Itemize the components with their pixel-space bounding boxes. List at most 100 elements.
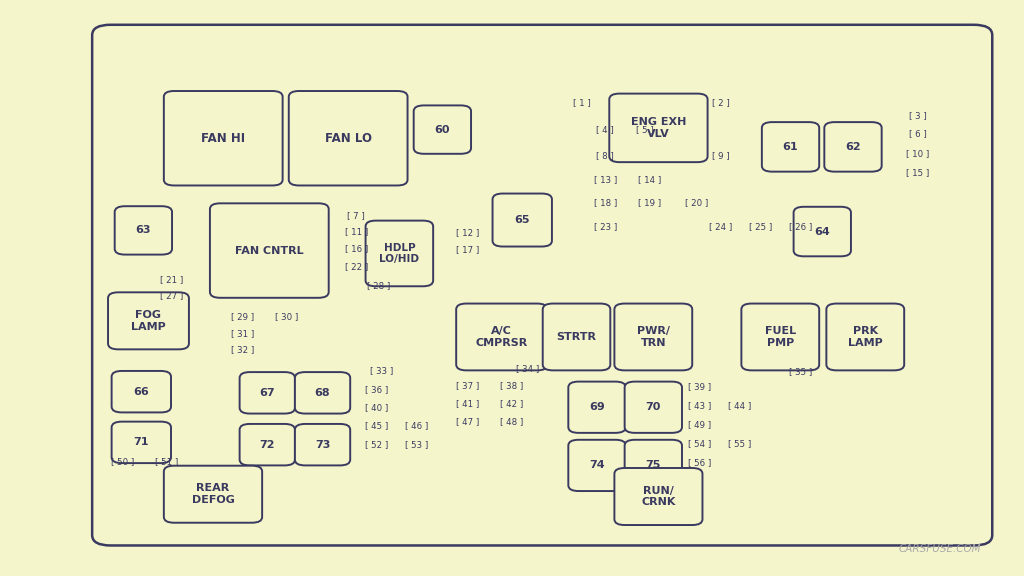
Text: 66: 66 — [133, 386, 150, 397]
Text: [ 39 ]: [ 39 ] — [688, 382, 711, 392]
Text: 63: 63 — [135, 225, 152, 236]
Text: [ 36 ]: [ 36 ] — [366, 385, 388, 395]
Text: 69: 69 — [589, 402, 605, 412]
Text: [ 7 ]: [ 7 ] — [347, 211, 366, 221]
Text: 71: 71 — [133, 437, 150, 448]
Text: 61: 61 — [782, 142, 799, 152]
Text: [ 17 ]: [ 17 ] — [457, 245, 479, 255]
Text: [ 19 ]: [ 19 ] — [638, 198, 660, 207]
FancyBboxPatch shape — [457, 304, 547, 370]
Text: 60: 60 — [434, 124, 451, 135]
Text: [ 28 ]: [ 28 ] — [368, 281, 390, 290]
FancyBboxPatch shape — [625, 382, 682, 433]
Text: 70: 70 — [645, 402, 662, 412]
Text: [ 3 ]: [ 3 ] — [908, 111, 927, 120]
Text: [ 14 ]: [ 14 ] — [638, 175, 660, 184]
FancyBboxPatch shape — [366, 221, 433, 286]
Text: [ 49 ]: [ 49 ] — [688, 420, 711, 430]
Text: [ 15 ]: [ 15 ] — [906, 168, 929, 177]
FancyBboxPatch shape — [164, 465, 262, 523]
FancyBboxPatch shape — [625, 440, 682, 491]
Text: [ 47 ]: [ 47 ] — [457, 417, 479, 426]
FancyBboxPatch shape — [414, 105, 471, 154]
Text: [ 21 ]: [ 21 ] — [161, 275, 183, 284]
Text: 73: 73 — [314, 439, 331, 450]
Text: FUEL
PMP: FUEL PMP — [765, 326, 796, 348]
Text: [ 13 ]: [ 13 ] — [594, 175, 616, 184]
FancyBboxPatch shape — [493, 194, 552, 247]
Text: FOG
LAMP: FOG LAMP — [131, 310, 166, 332]
FancyBboxPatch shape — [240, 424, 295, 465]
Text: [ 50 ]: [ 50 ] — [112, 457, 134, 467]
Text: [ 4 ]: [ 4 ] — [596, 125, 614, 134]
Text: [ 37 ]: [ 37 ] — [457, 381, 479, 391]
Text: [ 24 ]: [ 24 ] — [710, 222, 732, 231]
FancyBboxPatch shape — [289, 91, 408, 185]
FancyBboxPatch shape — [164, 91, 283, 185]
Text: [ 12 ]: [ 12 ] — [457, 228, 479, 237]
Text: 72: 72 — [259, 439, 275, 450]
Text: REAR
DEFOG: REAR DEFOG — [191, 483, 234, 505]
Text: 62: 62 — [845, 142, 861, 152]
Text: [ 9 ]: [ 9 ] — [712, 151, 730, 160]
Text: FAN LO: FAN LO — [325, 132, 372, 145]
Text: [ 48 ]: [ 48 ] — [501, 417, 523, 426]
FancyBboxPatch shape — [824, 122, 882, 172]
FancyBboxPatch shape — [295, 424, 350, 465]
Text: 68: 68 — [314, 388, 331, 398]
Text: [ 25 ]: [ 25 ] — [750, 222, 772, 231]
Text: [ 1 ]: [ 1 ] — [572, 98, 591, 107]
Text: [ 44 ]: [ 44 ] — [728, 401, 751, 411]
Text: [ 2 ]: [ 2 ] — [712, 98, 730, 107]
Text: [ 45 ]: [ 45 ] — [366, 421, 388, 430]
Text: [ 51 ]: [ 51 ] — [156, 457, 178, 467]
Text: PWR/
TRN: PWR/ TRN — [637, 326, 670, 348]
Text: [ 35 ]: [ 35 ] — [790, 367, 812, 377]
FancyBboxPatch shape — [762, 122, 819, 172]
FancyBboxPatch shape — [92, 25, 992, 545]
Text: [ 56 ]: [ 56 ] — [688, 458, 711, 467]
FancyBboxPatch shape — [295, 372, 350, 414]
FancyBboxPatch shape — [210, 203, 329, 298]
FancyBboxPatch shape — [794, 207, 851, 256]
Text: [ 18 ]: [ 18 ] — [594, 198, 616, 207]
Text: [ 31 ]: [ 31 ] — [231, 329, 254, 339]
Text: [ 23 ]: [ 23 ] — [594, 222, 616, 232]
FancyBboxPatch shape — [240, 372, 295, 414]
Text: [ 33 ]: [ 33 ] — [371, 366, 393, 376]
Text: HDLP
LO/HID: HDLP LO/HID — [379, 242, 420, 264]
Text: [ 52 ]: [ 52 ] — [366, 440, 388, 449]
FancyBboxPatch shape — [826, 304, 904, 370]
Text: FAN HI: FAN HI — [201, 132, 246, 145]
FancyBboxPatch shape — [115, 206, 172, 255]
Text: [ 27 ]: [ 27 ] — [161, 291, 183, 300]
Text: 75: 75 — [645, 460, 662, 471]
Text: [ 34 ]: [ 34 ] — [516, 364, 539, 373]
Text: [ 41 ]: [ 41 ] — [457, 399, 479, 408]
Text: PRK
LAMP: PRK LAMP — [848, 326, 883, 348]
FancyBboxPatch shape — [543, 304, 610, 370]
Text: [ 53 ]: [ 53 ] — [406, 440, 428, 449]
Text: [ 8 ]: [ 8 ] — [596, 151, 614, 160]
Text: [ 20 ]: [ 20 ] — [685, 198, 708, 207]
Text: [ 30 ]: [ 30 ] — [275, 312, 298, 321]
Text: 74: 74 — [589, 460, 605, 471]
Text: ENG EXH
VLV: ENG EXH VLV — [631, 117, 686, 139]
FancyBboxPatch shape — [112, 422, 171, 463]
Text: A/C
CMPRSR: A/C CMPRSR — [475, 326, 528, 348]
Text: [ 26 ]: [ 26 ] — [790, 222, 812, 231]
Text: STRTR: STRTR — [556, 332, 597, 342]
Text: [ 42 ]: [ 42 ] — [501, 399, 523, 408]
Text: [ 43 ]: [ 43 ] — [688, 401, 711, 411]
Text: [ 10 ]: [ 10 ] — [906, 149, 929, 158]
FancyBboxPatch shape — [108, 293, 188, 349]
FancyBboxPatch shape — [568, 440, 626, 491]
Text: 67: 67 — [259, 388, 275, 398]
FancyBboxPatch shape — [614, 468, 702, 525]
Text: 64: 64 — [814, 226, 830, 237]
FancyBboxPatch shape — [741, 304, 819, 370]
Text: CARSFUSE.COM: CARSFUSE.COM — [898, 544, 981, 554]
Text: RUN/
CRNK: RUN/ CRNK — [641, 486, 676, 507]
Text: [ 22 ]: [ 22 ] — [345, 262, 368, 271]
Text: [ 5 ]: [ 5 ] — [636, 125, 654, 134]
